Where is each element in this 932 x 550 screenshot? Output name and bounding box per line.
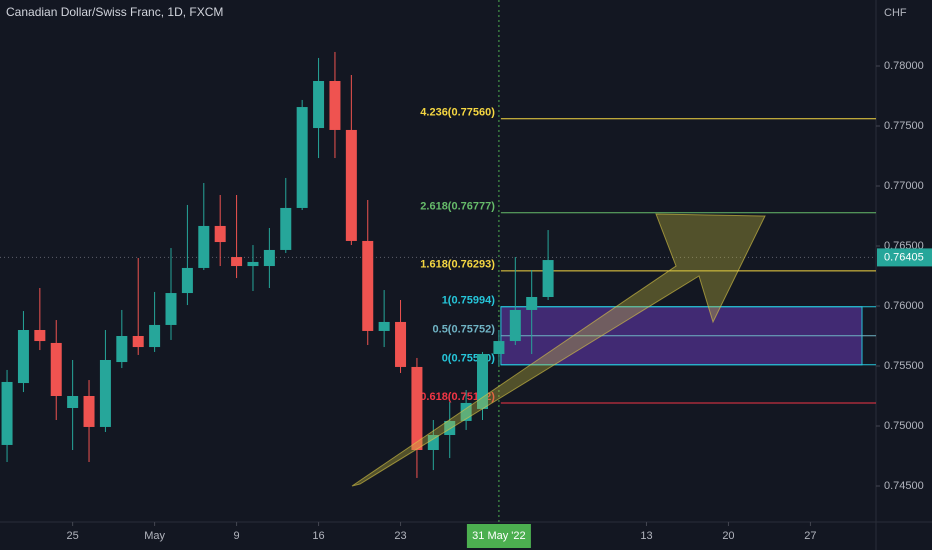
plot: 4.236(0.77560) 2.618(0.76777) 1.618(0.7629… [0, 0, 876, 522]
fib-label: 4.236(0.77560) [420, 107, 495, 119]
y-tick-label: 0.77500 [884, 120, 924, 132]
candle-body [345, 129, 357, 241]
candle-body [509, 309, 521, 342]
crosshair-box [466, 524, 531, 548]
candle-body [460, 402, 472, 421]
candle-body [362, 240, 374, 331]
y-tick-label: 0.75000 [884, 420, 924, 432]
candle-body [116, 336, 128, 363]
last-price-box [877, 248, 932, 267]
candle-body [526, 297, 538, 310]
y-tick-label: 0.77000 [884, 180, 924, 192]
chart-title: Canadian Dollar/Swiss Franc, 1D, FXCM [6, 5, 223, 19]
candle-body [280, 207, 292, 250]
candle-body [198, 225, 210, 268]
candle-body [83, 396, 95, 427]
x-tick-label: 9 [234, 530, 240, 542]
candle-body [542, 260, 554, 297]
candle-body [34, 330, 46, 342]
candle-body [165, 293, 177, 325]
candle-body [395, 321, 407, 367]
candle-body [1, 381, 13, 445]
candle-body [149, 324, 161, 348]
fib-label: 1(0.75994) [442, 295, 496, 307]
y-tick-label: 0.75500 [884, 360, 924, 372]
candle-body [99, 360, 111, 427]
fib-label: 1.618(0.76293) [420, 259, 495, 271]
candle-body [477, 354, 489, 409]
y-tick-label: 0.78000 [884, 60, 924, 72]
fib-label: 2.618(0.76777) [420, 201, 495, 213]
candle-body [247, 261, 259, 267]
candle-body [378, 321, 390, 331]
crosshair-label: 31 May '22 [472, 530, 525, 542]
candle-body [67, 396, 79, 408]
x-tick-label: 23 [394, 530, 406, 542]
candle-body [214, 225, 226, 243]
y-tick-label: 0.76000 [884, 300, 924, 312]
candle-body [50, 342, 62, 396]
last-price-label: 0.76405 [884, 251, 924, 263]
x-tick-label: 20 [722, 530, 734, 542]
x-tick-label: 27 [804, 530, 816, 542]
candle-body [329, 81, 341, 130]
candle-body [17, 330, 29, 384]
candle-body [263, 249, 275, 267]
fib-label: 0.5(0.75752) [433, 324, 496, 336]
candle-body [411, 366, 423, 450]
x-tick-label: 25 [67, 530, 79, 542]
x-tick-label: 16 [312, 530, 324, 542]
candle-body [444, 420, 456, 435]
arrow-drawing [351, 213, 766, 487]
y-tick-label: 0.74500 [884, 480, 924, 492]
x-tick-label: May [144, 530, 165, 542]
candle-body [313, 81, 325, 129]
candle-body [231, 257, 243, 267]
fib-label: 0.618(0.75192) [420, 391, 495, 403]
candle-body [493, 341, 505, 354]
axis-unit: CHF [884, 7, 907, 19]
x-tick-label: 13 [640, 530, 652, 542]
candle-body [427, 435, 439, 450]
candle-body [181, 267, 193, 294]
candle-body [296, 107, 308, 208]
candle-body [132, 336, 144, 348]
